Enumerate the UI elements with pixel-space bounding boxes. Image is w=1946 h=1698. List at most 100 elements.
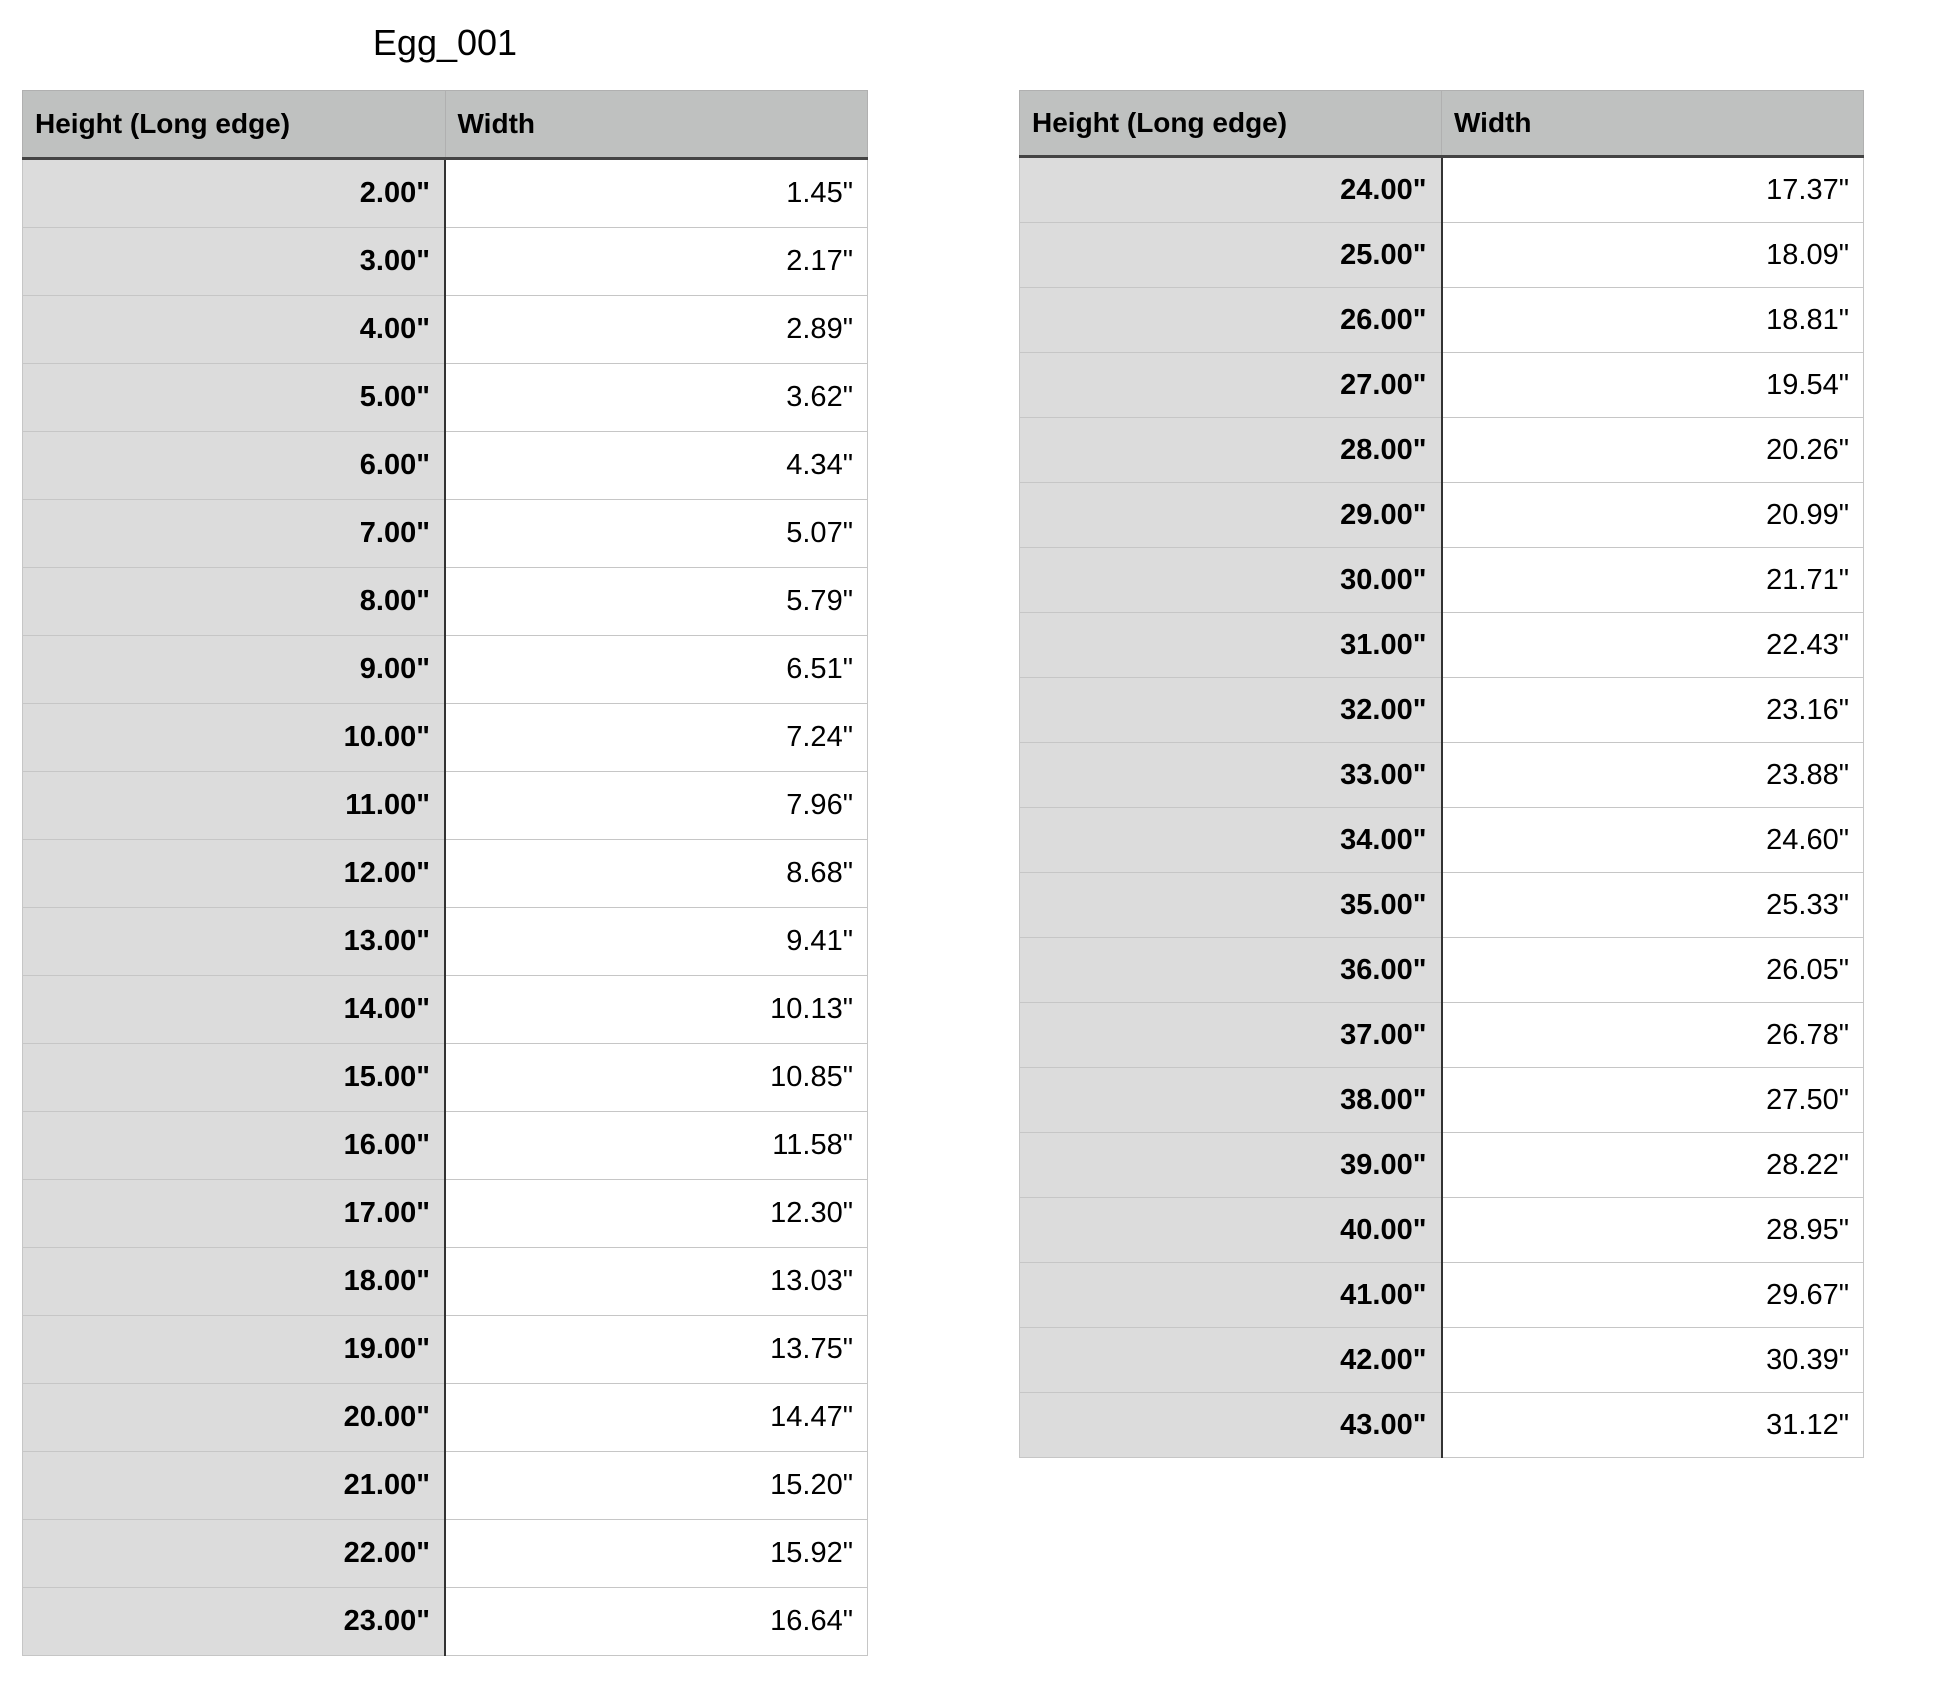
table-row: 21.00" 15.20" (22, 1451, 868, 1520)
width-cell: 6.51" (444, 635, 868, 704)
width-cell: 10.13" (444, 975, 868, 1044)
table-row: 30.00" 21.71" (1019, 547, 1864, 613)
document-title: Egg_001 (372, 22, 518, 63)
height-cell: 27.00" (1019, 352, 1443, 418)
height-cell: 7.00" (22, 499, 446, 568)
height-cell: 31.00" (1019, 612, 1443, 678)
table-row: 42.00" 30.39" (1019, 1327, 1864, 1393)
table-row: 2.00" 1.45" (22, 158, 868, 228)
width-cell: 14.47" (444, 1383, 868, 1452)
height-cell: 43.00" (1019, 1392, 1443, 1458)
table-row: 11.00" 7.96" (22, 771, 868, 840)
height-cell: 37.00" (1019, 1002, 1443, 1068)
width-cell: 7.24" (444, 703, 868, 772)
width-cell: 13.03" (444, 1247, 868, 1316)
width-cell: 2.89" (444, 295, 868, 364)
height-cell: 26.00" (1019, 287, 1443, 353)
width-cell: 25.33" (1441, 872, 1864, 938)
table-row: 10.00" 7.24" (22, 703, 868, 772)
height-cell: 23.00" (22, 1587, 446, 1656)
height-cell: 2.00" (22, 158, 446, 228)
width-cell: 15.92" (444, 1519, 868, 1588)
table-row: 5.00" 3.62" (22, 363, 868, 432)
height-cell: 33.00" (1019, 742, 1443, 808)
height-cell: 11.00" (22, 771, 446, 840)
table-row: 18.00" 13.03" (22, 1247, 868, 1316)
height-cell: 5.00" (22, 363, 446, 432)
width-cell: 26.78" (1441, 1002, 1864, 1068)
height-cell: 36.00" (1019, 937, 1443, 1003)
height-cell: 3.00" (22, 227, 446, 296)
width-cell: 28.22" (1441, 1132, 1864, 1198)
table-row: 19.00" 13.75" (22, 1315, 868, 1384)
table-row: 23.00" 16.64" (22, 1587, 868, 1656)
table-row: 4.00" 2.89" (22, 295, 868, 364)
width-cell: 27.50" (1441, 1067, 1864, 1133)
height-cell: 34.00" (1019, 807, 1443, 873)
height-cell: 15.00" (22, 1043, 446, 1112)
height-cell: 42.00" (1019, 1327, 1443, 1393)
table-row: 38.00" 27.50" (1019, 1067, 1864, 1133)
table-row: 40.00" 28.95" (1019, 1197, 1864, 1263)
table-row: 14.00" 10.13" (22, 975, 868, 1044)
height-cell: 24.00" (1019, 156, 1443, 223)
table-row: 20.00" 14.47" (22, 1383, 868, 1452)
height-cell: 40.00" (1019, 1197, 1443, 1263)
table-row: 8.00" 5.79" (22, 567, 868, 636)
height-cell: 29.00" (1019, 482, 1443, 548)
width-cell: 18.81" (1441, 287, 1864, 353)
table-row: 6.00" 4.34" (22, 431, 868, 500)
height-cell: 41.00" (1019, 1262, 1443, 1328)
width-cell: 10.85" (444, 1043, 868, 1112)
width-cell: 24.60" (1441, 807, 1864, 873)
width-cell: 9.41" (444, 907, 868, 976)
height-cell: 21.00" (22, 1451, 446, 1520)
table-row: 15.00" 10.85" (22, 1043, 868, 1112)
table-row: 16.00" 11.58" (22, 1111, 868, 1180)
table-row: 25.00" 18.09" (1019, 222, 1864, 288)
table-row: 29.00" 20.99" (1019, 482, 1864, 548)
width-cell: 5.79" (444, 567, 868, 636)
height-cell: 30.00" (1019, 547, 1443, 613)
header-width: Width (444, 90, 868, 160)
height-cell: 6.00" (22, 431, 446, 500)
height-cell: 39.00" (1019, 1132, 1443, 1198)
width-cell: 31.12" (1441, 1392, 1864, 1458)
size-table-1: Height (Long edge) Width 2.00" 1.45" 3.00"… (22, 90, 868, 1656)
size-table-2: Height (Long edge) Width 24.00" 17.37" 25.… (1019, 90, 1864, 1458)
height-cell: 10.00" (22, 703, 446, 772)
width-cell: 26.05" (1441, 937, 1864, 1003)
table-row: 27.00" 19.54" (1019, 352, 1864, 418)
table-row: 43.00" 31.12" (1019, 1392, 1864, 1458)
height-cell: 38.00" (1019, 1067, 1443, 1133)
width-cell: 8.68" (444, 839, 868, 908)
width-cell: 4.34" (444, 431, 868, 500)
width-cell: 16.64" (444, 1587, 868, 1656)
height-cell: 19.00" (22, 1315, 446, 1384)
table-row: 22.00" 15.92" (22, 1519, 868, 1588)
width-cell: 3.62" (444, 363, 868, 432)
height-cell: 16.00" (22, 1111, 446, 1180)
width-cell: 13.75" (444, 1315, 868, 1384)
width-cell: 30.39" (1441, 1327, 1864, 1393)
height-cell: 17.00" (22, 1179, 446, 1248)
table-row: 3.00" 2.17" (22, 227, 868, 296)
width-cell: 15.20" (444, 1451, 868, 1520)
height-cell: 22.00" (22, 1519, 446, 1588)
width-cell: 1.45" (444, 158, 868, 228)
width-cell: 19.54" (1441, 352, 1864, 418)
width-cell: 11.58" (444, 1111, 868, 1180)
header-height: Height (Long edge) (22, 90, 446, 160)
width-cell: 28.95" (1441, 1197, 1864, 1263)
table-row: 12.00" 8.68" (22, 839, 868, 908)
table-row: 9.00" 6.51" (22, 635, 868, 704)
width-cell: 7.96" (444, 771, 868, 840)
table-row: 17.00" 12.30" (22, 1179, 868, 1248)
table-row: 39.00" 28.22" (1019, 1132, 1864, 1198)
height-cell: 18.00" (22, 1247, 446, 1316)
table-row: 26.00" 18.81" (1019, 287, 1864, 353)
width-cell: 22.43" (1441, 612, 1864, 678)
height-cell: 9.00" (22, 635, 446, 704)
height-cell: 13.00" (22, 907, 446, 976)
table-row: 13.00" 9.41" (22, 907, 868, 976)
